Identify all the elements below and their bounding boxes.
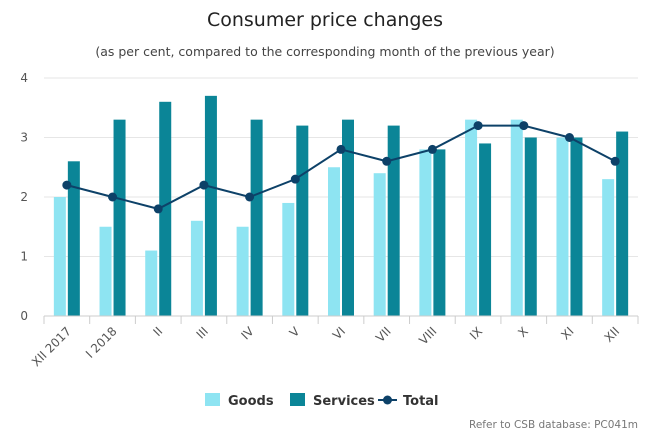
y-axis-ticks: 0 1 2 3 4 — [20, 71, 28, 323]
bar-services[interactable] — [433, 149, 446, 316]
bar-goods[interactable] — [465, 119, 478, 317]
point-total[interactable] — [610, 156, 620, 166]
point-total[interactable] — [427, 144, 437, 154]
y-tick-label: 0 — [20, 309, 28, 323]
bar-services[interactable] — [479, 143, 492, 316]
x-tick-label: XII — [602, 324, 623, 345]
bar-services[interactable] — [524, 137, 537, 317]
legend-swatch — [290, 393, 305, 406]
credit-text[interactable]: Refer to CSB database: PC041m — [469, 419, 638, 431]
point-total[interactable] — [382, 156, 392, 166]
bar-goods[interactable] — [145, 250, 158, 316]
bar-services[interactable] — [159, 101, 172, 316]
bar-services[interactable] — [342, 119, 354, 317]
bar-services[interactable] — [204, 95, 217, 316]
y-tick-label: 2 — [20, 190, 28, 204]
bar-services[interactable] — [113, 119, 126, 317]
legend-marker — [383, 395, 392, 405]
bar-goods[interactable] — [190, 220, 203, 316]
bar-goods[interactable] — [282, 202, 295, 316]
x-tick-label: V — [287, 324, 303, 340]
y-tick-label: 3 — [20, 131, 28, 145]
x-tick-label: X — [515, 324, 531, 340]
legend-label: Services — [313, 394, 375, 409]
legend-label: Total — [403, 394, 439, 409]
x-tick-label: I 2018 — [83, 324, 120, 361]
x-tick-label: XII 2017 — [29, 324, 74, 369]
point-total[interactable] — [290, 174, 300, 184]
bar-goods[interactable] — [419, 149, 432, 316]
total-line — [62, 121, 620, 214]
grid-lines — [44, 77, 638, 317]
x-tick-label: XI — [558, 324, 576, 342]
x-tick-label: IX — [467, 324, 485, 342]
point-total[interactable] — [245, 192, 255, 202]
bars — [53, 95, 629, 317]
x-tick-label: IV — [239, 324, 258, 343]
bar-goods[interactable] — [373, 173, 386, 316]
bar-goods[interactable] — [99, 226, 112, 316]
y-tick-label: 1 — [20, 250, 28, 264]
legend-item-services[interactable]: Services — [290, 393, 375, 409]
point-total[interactable] — [199, 180, 209, 190]
legend-swatch — [205, 393, 220, 406]
legend-label: Goods — [228, 394, 274, 409]
point-total[interactable] — [153, 204, 163, 214]
legend[interactable]: Goods Services Total — [205, 393, 439, 409]
x-axis: XII 2017 I 2018 II III IV V VI VII VIII IX X XI XII — [29, 315, 639, 369]
point-total[interactable] — [336, 144, 346, 154]
bar-services[interactable] — [570, 137, 583, 317]
bar-services[interactable] — [616, 131, 629, 316]
bar-goods[interactable] — [510, 119, 523, 317]
legend-item-total[interactable]: Total — [378, 394, 439, 409]
bar-goods[interactable] — [556, 137, 569, 317]
point-total[interactable] — [473, 121, 483, 131]
bar-services[interactable] — [296, 125, 309, 316]
bar-services[interactable] — [250, 119, 263, 317]
x-tick-label: VIII — [416, 324, 439, 347]
bar-services[interactable] — [67, 161, 80, 316]
point-total[interactable] — [108, 192, 118, 202]
x-tick-label: VI — [330, 324, 348, 342]
legend-item-goods[interactable]: Goods — [205, 393, 274, 409]
chart-subtitle: (as per cent, compared to the correspond… — [95, 44, 554, 59]
bar-goods[interactable] — [236, 226, 249, 316]
point-total[interactable] — [519, 121, 529, 131]
chart-title: Consumer price changes — [207, 9, 443, 31]
bar-goods[interactable] — [602, 179, 615, 316]
y-tick-label: 4 — [20, 71, 28, 85]
bar-goods[interactable] — [328, 167, 340, 316]
x-tick-label: III — [194, 324, 211, 341]
point-total[interactable] — [564, 133, 574, 142]
x-tick-label: VII — [373, 324, 394, 345]
point-total[interactable] — [62, 180, 72, 190]
bar-goods[interactable] — [53, 197, 66, 316]
bar-services[interactable] — [387, 125, 400, 316]
x-tick-label: II — [150, 324, 165, 339]
